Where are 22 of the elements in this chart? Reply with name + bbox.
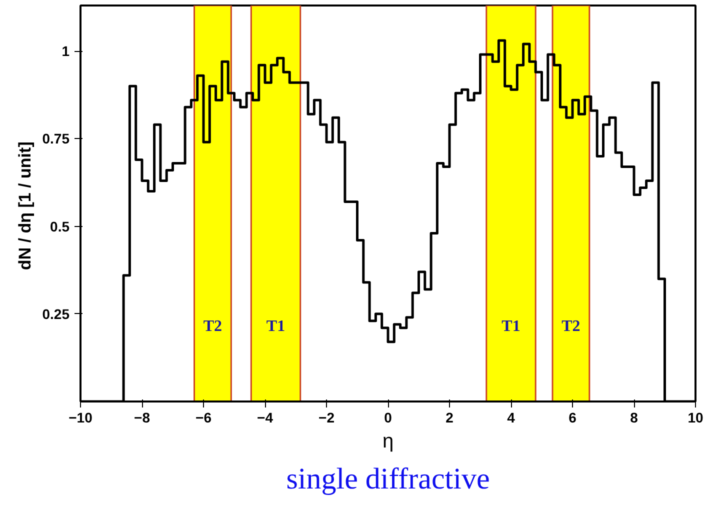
x-tick-label: 0 — [384, 410, 392, 426]
x-tick-label: 10 — [688, 410, 704, 426]
y-tick-label: 1 — [62, 43, 70, 60]
x-tick-label: 6 — [568, 410, 577, 426]
x-tick-label: −4 — [257, 410, 274, 426]
band-label: T1 — [266, 318, 286, 335]
band-label: T1 — [502, 318, 520, 335]
x-tick-label: −8 — [134, 410, 150, 426]
x-tick-label: 2 — [446, 410, 454, 426]
x-tick-label: −6 — [196, 410, 212, 426]
y-tick-label: 0.75 — [42, 130, 70, 147]
text: single diffractive — [286, 462, 490, 496]
y-axis-title: dN / dη [1 / unit] — [15, 142, 34, 270]
x-axis-title: η — [382, 430, 394, 452]
band-label: T2 — [562, 318, 580, 335]
y-tick-label: 0.5 — [50, 218, 70, 234]
x-tick-label: 4 — [507, 410, 516, 426]
x-tick-label: −2 — [318, 410, 335, 426]
x-tick-label: 8 — [630, 410, 638, 426]
y-tick-label: 0.25 — [42, 306, 70, 322]
x-tick-label: −10 — [68, 410, 93, 426]
band-label: T2 — [203, 318, 222, 335]
